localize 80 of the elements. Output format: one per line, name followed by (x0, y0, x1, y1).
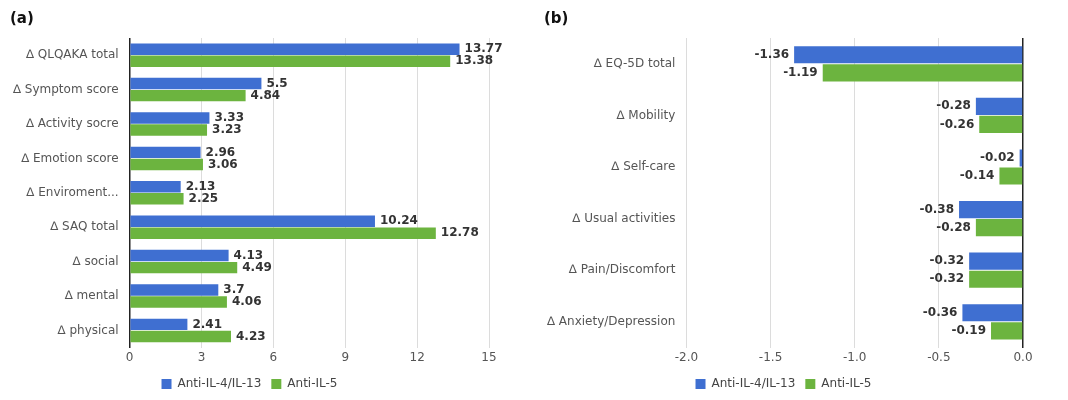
data-label: -0.36 (922, 304, 958, 319)
y-tick-label: ∆ Symptom score (11, 81, 119, 96)
y-tick-label: ∆ physical (56, 322, 119, 337)
data-label: 4.13 (233, 247, 264, 262)
bar (130, 55, 451, 67)
bar (130, 89, 246, 102)
x-tick-label: -1.0 (842, 349, 867, 364)
bar (130, 112, 210, 124)
bar (130, 330, 231, 343)
bar (130, 158, 203, 171)
data-label: -1.36 (754, 46, 790, 61)
data-label: 4.23 (236, 328, 266, 343)
data-label: -0.32 (929, 253, 965, 268)
data-label: 2.41 (192, 316, 223, 331)
data-label: 2.96 (205, 144, 236, 159)
x-tick-label: 3 (197, 349, 206, 364)
data-label: -0.32 (929, 271, 965, 286)
y-tick-label: ∆ EQ-5D total (592, 55, 676, 70)
bar (130, 181, 181, 193)
x-tick-label: 6 (269, 349, 278, 364)
data-label: 4.06 (231, 294, 262, 309)
bar (130, 284, 219, 296)
legend-label: Anti-IL-5 (821, 376, 872, 391)
data-label: -0.14 (959, 168, 995, 183)
text: (b) (544, 8, 569, 27)
y-tick-label: ∆ Anxiety/Depression (546, 313, 676, 328)
bar (130, 193, 184, 205)
bar (130, 124, 208, 136)
data-label: -0.02 (980, 150, 1015, 165)
x-tick-label: 0.0 (1013, 349, 1033, 364)
legend-label: Anti-IL-5 (287, 376, 338, 391)
data-label: 3.7 (223, 282, 245, 297)
y-tick-label: ∆ Pain/Discomfort (567, 262, 676, 277)
data-label: 3.06 (207, 156, 238, 171)
data-label: 12.78 (440, 225, 479, 240)
y-tick-label: ∆ Enviroment... (25, 184, 119, 199)
y-tick-label: ∆ Self-care (610, 159, 676, 174)
x-tick-label: 15 (481, 349, 497, 364)
y-tick-label: ∆ Emotion score (20, 150, 119, 165)
data-label: -0.26 (939, 116, 975, 131)
bar (130, 261, 238, 274)
y-tick-label: ∆ Activity socre (24, 116, 119, 131)
data-label: 10.24 (379, 213, 418, 228)
bar (130, 227, 436, 239)
data-label: 13.77 (464, 41, 503, 56)
x-tick-label: -0.5 (927, 349, 951, 364)
bar (130, 249, 229, 262)
bar (130, 146, 201, 159)
x-tick-label: 12 (409, 349, 425, 364)
data-label: 3.23 (212, 122, 242, 137)
legend-label: Anti-IL-4/IL-13 (177, 376, 262, 391)
y-tick-label: ∆ QLQAKA total (24, 47, 119, 62)
data-label: -1.19 (783, 64, 818, 79)
bar (130, 215, 375, 227)
bar (130, 296, 227, 308)
y-tick-label: ∆ Mobility (615, 107, 676, 122)
bar (130, 43, 460, 55)
bar (130, 318, 188, 331)
y-tick-label: ∆ Usual activities (571, 210, 676, 225)
y-tick-label: ∆ mental (63, 288, 119, 303)
x-tick-label: -1.5 (758, 349, 783, 364)
data-label: 4.84 (250, 87, 281, 102)
bar (130, 77, 262, 90)
data-label: 13.38 (455, 53, 494, 68)
data-label: 5.5 (266, 75, 288, 90)
data-label: 3.33 (214, 110, 245, 125)
data-label: -0.28 (936, 98, 971, 113)
data-label: -0.19 (951, 322, 987, 337)
data-label: 2.13 (185, 178, 216, 193)
y-tick-label: ∆ social (71, 253, 119, 268)
chart-title: (a) (10, 8, 34, 27)
legend-label: Anti-IL-4/IL-13 (711, 376, 796, 391)
data-label: -0.28 (936, 219, 971, 234)
x-tick-label: -2.0 (674, 349, 699, 364)
y-tick-label: ∆ SAQ total (49, 219, 119, 234)
data-label: -0.38 (919, 201, 955, 216)
data-label: 2.25 (188, 190, 219, 205)
x-tick-label: 9 (341, 349, 350, 364)
x-tick-label: 0 (125, 349, 134, 364)
data-label: 4.49 (242, 259, 272, 274)
